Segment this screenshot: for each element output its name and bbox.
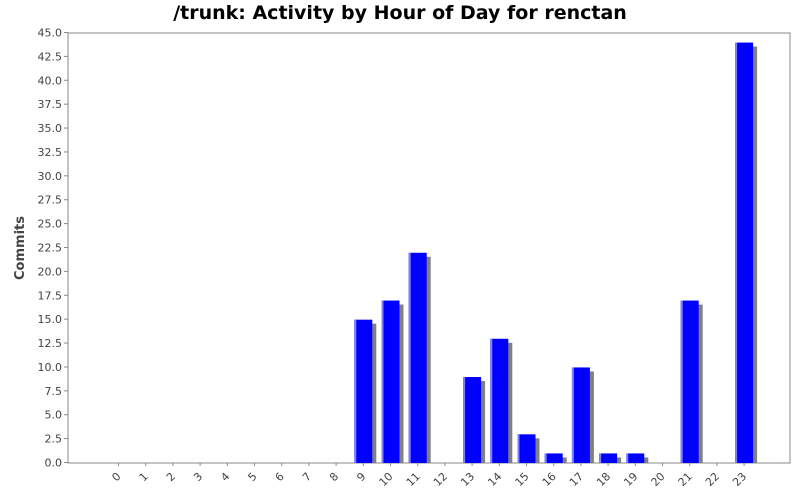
x-tick-label: 15	[513, 470, 532, 489]
bar-highlight	[571, 367, 574, 463]
y-tick-label: 37.5	[38, 98, 63, 111]
x-tick-label: 22	[703, 470, 722, 489]
bar-highlight	[408, 252, 411, 463]
bar-highlight	[463, 377, 466, 463]
y-tick-label: 30.0	[38, 170, 63, 183]
x-tick-label: 3	[191, 470, 205, 484]
y-tick-label: 12.5	[38, 337, 63, 350]
bar-highlight	[517, 434, 520, 463]
x-tick-label: 9	[354, 470, 368, 484]
y-tick-label: 25.0	[38, 218, 63, 231]
bar	[599, 453, 618, 463]
y-tick-label: 0.0	[45, 457, 63, 470]
bar-highlight	[490, 338, 493, 463]
bar-highlight	[381, 300, 384, 463]
x-tick-label: 4	[218, 470, 232, 484]
y-tick-label: 35.0	[38, 122, 63, 135]
x-tick-label: 19	[621, 470, 640, 489]
bar	[463, 377, 482, 463]
bar	[680, 300, 699, 463]
bar-highlight	[354, 319, 357, 463]
bar	[408, 252, 427, 463]
y-tick-label: 40.0	[38, 74, 63, 87]
x-tick-label: 16	[540, 470, 559, 489]
bar	[517, 434, 536, 463]
y-tick-label: 10.0	[38, 361, 63, 374]
y-tick-label: 15.0	[38, 313, 63, 326]
bar-highlight	[735, 42, 738, 464]
y-tick-label: 45.0	[38, 27, 63, 40]
bar-highlight	[599, 453, 602, 463]
x-tick-label: 14	[485, 470, 504, 489]
x-tick-label: 2	[164, 470, 178, 484]
bar-highlight	[626, 453, 629, 463]
y-tick-label: 27.5	[38, 194, 63, 207]
x-tick-label: 21	[676, 470, 695, 489]
chart-title: /trunk: Activity by Hour of Day for renc…	[173, 2, 627, 24]
x-tick-label: 17	[567, 470, 586, 489]
bar-highlight	[544, 453, 547, 463]
x-tick-label: 13	[458, 470, 477, 489]
bar	[735, 42, 754, 464]
x-tick-label: 5	[245, 470, 259, 484]
x-tick-label: 6	[273, 470, 287, 484]
bar-highlight	[680, 300, 683, 463]
y-tick-label: 2.5	[45, 433, 63, 446]
x-tick-label: 8	[327, 470, 341, 484]
bar	[544, 453, 563, 463]
y-tick-label: 5.0	[45, 409, 63, 422]
x-tick-label: 23	[730, 470, 749, 489]
x-tick-label: 1	[137, 470, 151, 484]
bar	[354, 319, 373, 463]
y-tick-label: 7.5	[45, 385, 63, 398]
x-tick-label: 11	[404, 470, 423, 489]
y-tick-label: 32.5	[38, 146, 63, 159]
y-tick-label: 20.0	[38, 265, 63, 278]
y-tick-label: 17.5	[38, 289, 63, 302]
x-tick-label: 12	[431, 470, 450, 489]
y-axis-title: Commits	[13, 216, 28, 280]
bar	[626, 453, 645, 463]
bar	[490, 338, 509, 463]
bar	[381, 300, 400, 463]
x-tick-label: 7	[300, 470, 314, 484]
x-tick-label: 20	[649, 470, 668, 489]
bar	[571, 367, 590, 463]
x-tick-label: 0	[109, 470, 123, 484]
x-tick-label: 18	[594, 470, 613, 489]
x-tick-label: 10	[377, 470, 396, 489]
y-tick-label: 42.5	[38, 50, 63, 63]
y-tick-label: 22.5	[38, 242, 63, 255]
